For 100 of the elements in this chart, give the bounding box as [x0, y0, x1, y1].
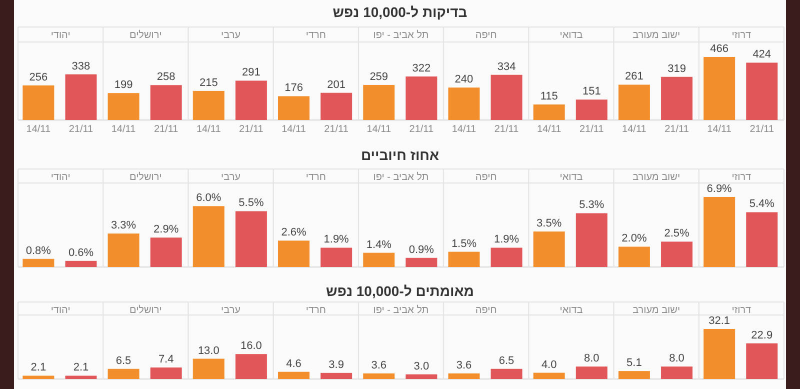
- chart-title: בדיקות ל-10,000 נפש: [332, 4, 468, 20]
- x-tick-label: ישוב מעורב: [632, 172, 680, 183]
- data-label: 1.9%: [324, 234, 350, 246]
- data-label: 240: [454, 74, 474, 86]
- data-label: 2.0%: [622, 232, 647, 245]
- bar: [108, 234, 140, 267]
- data-label: 13.0: [198, 344, 220, 357]
- data-label: 258: [156, 71, 176, 84]
- data-label: 0.6%: [68, 246, 94, 259]
- bar: [661, 366, 693, 379]
- text: 21/11: [664, 124, 689, 135]
- data-label: 5.1: [626, 357, 642, 370]
- data-label: 2.1: [30, 362, 46, 374]
- data-label: 4.6: [286, 358, 302, 370]
- x-tick-label: תל אביב - יפו: [373, 29, 429, 41]
- bar: [618, 84, 650, 120]
- text: 14/11: [282, 124, 306, 135]
- x-tick-label: דרוזי: [732, 172, 752, 183]
- text: 21/11: [494, 124, 519, 135]
- chart-title: אחוז חיוביים: [360, 147, 440, 163]
- data-label: 3.6: [371, 359, 387, 372]
- data-label: 4.0: [541, 358, 557, 371]
- data-label: 5.5%: [238, 197, 264, 210]
- bar: [150, 238, 182, 267]
- series-label: 14/11: [26, 124, 51, 135]
- data-label: 319: [668, 62, 686, 75]
- x-tick-label: ישוב מעורב: [632, 305, 680, 316]
- text: 21/11: [409, 124, 434, 135]
- bar: [704, 57, 736, 120]
- text: 21/11: [154, 124, 178, 135]
- data-label: 215: [199, 76, 218, 89]
- data-label: 256: [29, 71, 48, 84]
- data-label: 5.4%: [749, 198, 775, 210]
- bar: [448, 252, 480, 267]
- data-label: 261: [625, 70, 644, 83]
- bar: [192, 358, 224, 379]
- bar: [746, 62, 778, 120]
- bar: [235, 80, 267, 120]
- bar: [22, 376, 54, 379]
- bar: [490, 248, 522, 267]
- data-label: 32.1: [708, 315, 730, 327]
- data-label: 334: [497, 60, 516, 73]
- bar: [704, 197, 736, 267]
- text: 14/11: [536, 124, 562, 135]
- bar: [406, 374, 438, 379]
- data-label: 338: [72, 60, 90, 72]
- bar: [320, 248, 352, 267]
- x-tick-label: יהודי: [50, 30, 70, 41]
- data-label: 22.9: [751, 329, 773, 342]
- data-label: 1.5%: [451, 238, 477, 250]
- text: 14/11: [452, 124, 476, 135]
- bar: [746, 212, 778, 267]
- bar: [278, 96, 310, 120]
- data-label: 6.9%: [706, 183, 732, 195]
- text: 21/11: [580, 124, 604, 135]
- bar: [192, 90, 224, 120]
- x-tick-label: חיפה: [475, 30, 497, 41]
- bar: [576, 213, 608, 267]
- bar: [576, 366, 608, 379]
- text: 14/11: [707, 124, 732, 135]
- text: 14/11: [622, 124, 646, 135]
- bar: [278, 240, 310, 267]
- bar: [448, 373, 480, 379]
- x-tick-label: בדואי: [560, 172, 583, 183]
- data-label: 2.1: [73, 362, 89, 374]
- x-tick-label: חרדי: [306, 30, 326, 41]
- x-tick-label: דרוזי: [732, 305, 752, 316]
- data-label: 151: [582, 86, 601, 98]
- bar: [235, 354, 267, 379]
- x-tick-label: חיפה: [475, 172, 497, 183]
- bar: [406, 258, 438, 267]
- x-tick-label: ערבי: [221, 305, 241, 316]
- x-tick-label: תל אביב - יפו: [373, 304, 429, 316]
- data-label: 6.5: [116, 354, 132, 367]
- data-label: 201: [327, 78, 346, 91]
- data-label: 115: [540, 90, 558, 102]
- data-label: 291: [242, 66, 260, 79]
- bar: [406, 76, 438, 120]
- bar: [533, 104, 565, 120]
- x-tick-label: בדואי: [560, 305, 583, 316]
- x-tick-label: תל אביב - יפו: [373, 171, 429, 183]
- bar: [618, 371, 650, 379]
- bar: [192, 206, 224, 267]
- bar: [363, 373, 395, 379]
- bar: [490, 74, 522, 120]
- x-tick-label: חרדי: [306, 172, 326, 183]
- bar: [448, 88, 480, 120]
- x-tick-label: בדואי: [560, 30, 583, 41]
- x-tick-label: ירושלים: [130, 304, 162, 316]
- data-label: 8.0: [669, 352, 684, 365]
- data-label: 3.9: [328, 358, 344, 371]
- bar: [661, 76, 693, 120]
- data-label: 3.0: [414, 360, 430, 372]
- data-label: 259: [370, 70, 388, 83]
- data-label: 6.0%: [196, 192, 222, 204]
- text: 14/11: [111, 124, 136, 135]
- data-label: 322: [412, 62, 431, 74]
- x-tick-label: חיפה: [475, 305, 497, 316]
- data-label: 6.5: [498, 354, 514, 367]
- data-label: 424: [752, 48, 772, 61]
